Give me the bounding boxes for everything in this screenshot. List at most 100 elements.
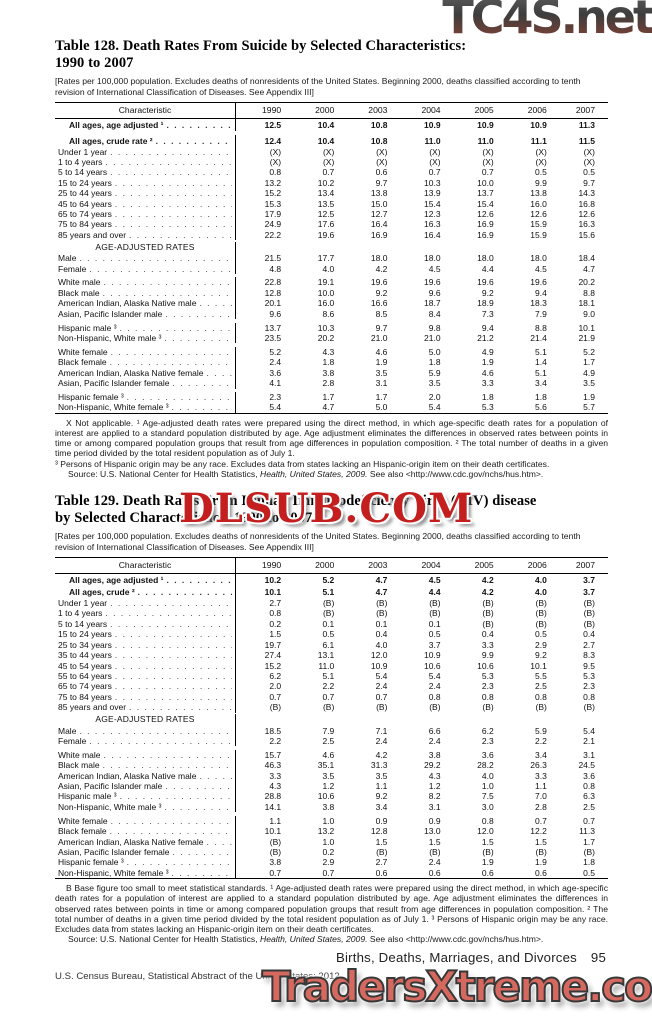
dot-leader (115, 178, 232, 188)
value-cell: 16.3 (578, 219, 595, 230)
dot-leader (110, 598, 232, 608)
table-row: 15 to 24 years 13.2 10.2 9.7 10.3 10.0 9.9 9.7 (55, 177, 608, 189)
row-label: Hispanic male ³ (55, 322, 236, 333)
row-label: All ages, crude rate ² (55, 134, 236, 147)
value-cell: 5.1 (535, 346, 547, 357)
value-cell: 0.5 (535, 629, 547, 640)
value-cell: (B) (482, 608, 494, 619)
column-header-1990: 1990 (262, 105, 282, 115)
row-label: Male (55, 725, 236, 736)
value-cell: 10.8 (370, 120, 388, 130)
table-row: American Indian, Alaska Native male 3.3 3.… (55, 770, 608, 782)
value-cell: 12.6 (477, 208, 494, 219)
dot-leader (129, 702, 232, 712)
value-cell: 4.2 (375, 263, 388, 274)
value-cell: 1.4 (535, 357, 547, 368)
value-cell: 7.3 (481, 308, 494, 319)
dot-leader (111, 816, 232, 826)
value-cell: 0.8 (269, 167, 282, 178)
column-header-2006: 2006 (527, 560, 547, 571)
value-cell: 3.6 (583, 770, 595, 781)
empty-cell (395, 242, 448, 254)
dot-leader (115, 629, 232, 639)
value-cell: 6.2 (481, 725, 494, 736)
value-cell: 4.9 (481, 346, 494, 357)
value-cell: 10.2 (317, 177, 335, 188)
value-cell: 4.6 (322, 749, 335, 760)
value-cell: 35.1 (317, 760, 335, 771)
value-cell: 0.5 (583, 167, 595, 178)
value-cell: 3.4 (535, 378, 547, 389)
source-line: Source: U.S. National Center for Health … (55, 469, 608, 479)
row-label: Non-Hispanic, White female ³ (55, 402, 236, 413)
watermark-top: TC4S.net (442, 0, 652, 40)
value-cell: 19.6 (530, 277, 547, 288)
value-cell: 1.0 (481, 781, 494, 792)
value-cell: (X) (583, 146, 595, 157)
value-cell: 12.0 (370, 650, 388, 661)
value-cell: 3.3 (481, 378, 494, 389)
table129-headnote: [Rates per 100,000 population. Excludes … (55, 531, 581, 552)
table-row: Black female 2.4 1.8 1.9 1.8 1.9 1.4 1.7 (55, 357, 608, 368)
row-label: 25 to 44 years (55, 188, 236, 199)
value-cell: 2.0 (428, 392, 441, 403)
value-cell: 6.3 (583, 791, 595, 802)
row-label: Hispanic male ³ (55, 791, 236, 802)
value-cell: 0.7 (322, 167, 335, 178)
table-row: Non-Hispanic, White male ³ 14.1 3.8 3.4 3.1 3… (55, 801, 608, 813)
dot-leader (164, 802, 232, 812)
value-cell: 10.9 (424, 120, 441, 130)
value-cell: (X) (482, 156, 494, 167)
row-label: 15 to 24 years (55, 629, 236, 640)
value-cell: 2.3 (269, 392, 282, 403)
source-publication: Health, United States, 2009. (260, 468, 368, 479)
value-cell: 0.8 (428, 691, 441, 702)
row-label: 45 to 64 years (55, 198, 236, 209)
table-row: White female 1.1 1.0 0.9 0.9 0.8 0.7 0.7 (55, 815, 608, 827)
value-cell: 16.9 (477, 229, 494, 240)
value-cell: 5.4 (428, 670, 441, 681)
value-cell: 0.7 (322, 867, 335, 878)
value-cell: 4.0 (375, 639, 388, 650)
row-label-text: 75 to 84 years (58, 691, 112, 702)
value-cell: 0.2 (322, 847, 335, 857)
row-label: 1 to 4 years (55, 156, 236, 168)
value-cell: 5.4 (375, 670, 388, 681)
row-label-text: Hispanic male ³ (58, 322, 117, 333)
value-cell: 1.8 (535, 392, 547, 403)
value-cell: 8.8 (535, 322, 547, 333)
table-section-header: AGE-ADJUSTED RATES (55, 241, 608, 254)
value-cell: 2.5 (322, 735, 335, 746)
row-label: Asian, Pacific Islander male (55, 308, 236, 320)
row-label: 25 to 34 years (55, 639, 236, 651)
value-cell: 9.2 (375, 287, 388, 298)
row-label: Asian, Pacific Islander male (55, 781, 236, 792)
row-label-text: 55 to 64 years (58, 670, 112, 681)
row-label-text: 85 years and over (58, 702, 127, 713)
value-cell: 17.6 (317, 219, 335, 230)
dot-leader (166, 574, 232, 586)
row-label-text: 75 to 84 years (58, 219, 112, 230)
value-cell: 1.5 (481, 836, 494, 847)
empty-cell (502, 714, 555, 726)
value-cell: 9.6 (269, 308, 282, 319)
value-cell: 1.2 (428, 781, 441, 792)
value-cell: 10.9 (424, 650, 441, 661)
value-cell: 0.7 (481, 167, 494, 178)
value-cell: 1.8 (322, 357, 335, 368)
row-label-text: 85 years and over (58, 229, 127, 240)
table-row: All ages, crude ² 10.1 5.1 4.7 4.4 4.2 4.0 3.7 (55, 586, 608, 599)
value-cell: 0.7 (583, 815, 595, 826)
value-cell: 10.1 (530, 660, 547, 671)
value-cell: 9.9 (535, 177, 547, 188)
value-cell: 18.3 (530, 298, 547, 309)
value-cell: 0.9 (428, 815, 441, 826)
row-label: Hispanic female ³ (55, 392, 236, 403)
dot-leader (103, 288, 232, 298)
table-row: Black male 12.8 10.0 9.2 9.6 9.2 9.4 8.8 (55, 287, 608, 299)
value-cell: 4.7 (375, 575, 388, 586)
table129-title-line1: Table 129. Death Rates From Human Immuno… (55, 493, 537, 510)
value-cell: 12.2 (530, 826, 547, 837)
row-label-text: Hispanic male ³ (58, 791, 117, 802)
value-cell: 9.4 (535, 287, 547, 298)
